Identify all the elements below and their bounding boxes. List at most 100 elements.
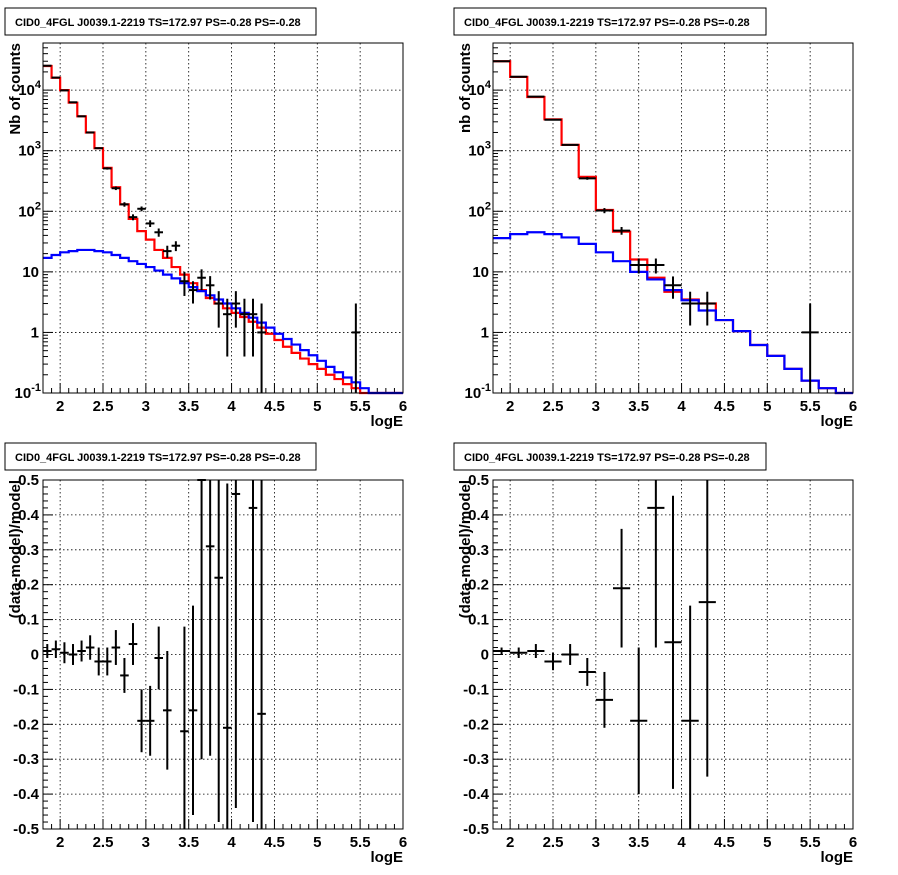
y-tick-label: 0.5 [18, 472, 39, 489]
y-tick-label: 0.3 [468, 542, 489, 559]
data-point [103, 167, 112, 170]
x-tick-label: 3.5 [628, 398, 649, 415]
x-tick-label: 3 [592, 398, 600, 415]
x-tick-label: 2.5 [543, 834, 564, 851]
data-point [223, 483, 232, 829]
series-background-histogram [43, 248, 403, 395]
data-point [223, 298, 232, 357]
data-point [613, 227, 631, 235]
y-tick-label: 10 [22, 264, 39, 281]
data-point [578, 657, 596, 686]
data-point [94, 147, 103, 150]
y-tick-label: -0.5 [13, 821, 39, 838]
y-tick-label: 102 [468, 200, 491, 220]
data-point [544, 652, 562, 671]
x-tick-label: 6 [399, 834, 407, 851]
data-point [197, 479, 206, 760]
data-point [257, 303, 266, 393]
x-tick-label: 4.5 [714, 398, 735, 415]
data-point [120, 202, 129, 207]
data-point [613, 528, 631, 648]
x-tick-label: 4.5 [264, 834, 285, 851]
x-tick-label: 4.5 [714, 834, 735, 851]
x-tick-label: 5 [763, 398, 771, 415]
data-point [578, 176, 596, 180]
data-point [544, 118, 562, 121]
chart-title: CID0_4FGL J0039.1-2219 TS=172.97 PS=-0.2… [15, 452, 301, 464]
series-background-histogram [493, 231, 853, 395]
data-point [681, 605, 699, 829]
data-point [527, 644, 545, 658]
y-tick-label: -0.1 [13, 681, 39, 698]
y-tick-label: 103 [468, 140, 491, 160]
data-point [698, 291, 716, 326]
x-tick-label: 3 [142, 834, 150, 851]
chart-title-box [453, 442, 767, 471]
data-point [647, 258, 665, 274]
plot-frame [42, 42, 404, 394]
data-point [664, 276, 682, 299]
data-point [351, 303, 361, 393]
data-point [630, 647, 648, 795]
y-tick-label: -0.4 [463, 786, 490, 803]
y-tick-label: 1 [31, 324, 39, 341]
chart-title-box [4, 442, 317, 471]
data-point [595, 671, 613, 728]
chart-title-box [4, 7, 317, 36]
x-tick-label: 3 [592, 834, 600, 851]
data-point [85, 635, 95, 660]
x-tick-label: 5.5 [350, 834, 371, 851]
data-point [257, 480, 266, 829]
chart-title: CID0_4FGL J0039.1-2219 TS=172.97 PS=-0.2… [464, 452, 750, 464]
y-tick-label: 0.4 [468, 507, 490, 524]
y-tick-label: 0.2 [468, 577, 489, 594]
x-tick-label: 4 [677, 834, 686, 851]
data-point [68, 101, 78, 104]
data-point [801, 303, 819, 393]
chart-panel-3: CID0_4FGL J0039.1-2219 TS=172.97 PS=-0.2… [4, 442, 407, 866]
data-point [111, 186, 121, 191]
plot-frame [42, 479, 404, 830]
x-axis-label: logE [821, 413, 854, 430]
data-point [145, 220, 155, 228]
data-point [128, 214, 138, 221]
data-point [205, 480, 215, 756]
x-tick-label: 3 [142, 398, 150, 415]
y-tick-label: 10-1 [465, 382, 491, 402]
data-point [163, 651, 172, 770]
x-axis-label: logE [821, 849, 854, 866]
data-point [214, 480, 223, 823]
y-axis-label: (data-model)/model [7, 480, 24, 618]
plot-frame [492, 479, 854, 830]
x-tick-label: 3.5 [628, 834, 649, 851]
data-point [171, 241, 181, 252]
x-tick-label: 4 [227, 834, 236, 851]
data-point [180, 626, 189, 829]
x-tick-label: 4 [227, 398, 236, 415]
chart-panel-1: CID0_4FGL J0039.1-2219 TS=172.97 PS=-0.2… [4, 7, 407, 430]
data-point [248, 298, 258, 357]
x-tick-label: 2 [506, 398, 514, 415]
x-axis-label: logE [371, 413, 404, 430]
data-point [120, 657, 129, 693]
data-point [77, 640, 86, 662]
x-tick-label: 6 [849, 398, 857, 415]
data-point [111, 630, 121, 665]
data-point [51, 640, 61, 658]
data-point [163, 245, 172, 258]
chart-title: CID0_4FGL J0039.1-2219 TS=172.97 PS=-0.2… [15, 17, 301, 29]
y-tick-label: 1 [481, 324, 489, 341]
y-tick-label: -0.2 [13, 716, 39, 733]
data-point [231, 480, 241, 809]
y-axis-label: (data-model)/model [457, 480, 474, 618]
x-tick-label: 2.5 [93, 398, 114, 415]
y-tick-label: 0 [31, 647, 39, 664]
x-tick-label: 5.5 [350, 398, 371, 415]
x-tick-label: 2 [506, 834, 514, 851]
y-tick-label: -0.3 [463, 751, 489, 768]
y-tick-label: -0.2 [463, 716, 489, 733]
data-point [681, 291, 699, 326]
data-point [188, 281, 198, 304]
y-tick-label: 0.1 [468, 612, 489, 629]
